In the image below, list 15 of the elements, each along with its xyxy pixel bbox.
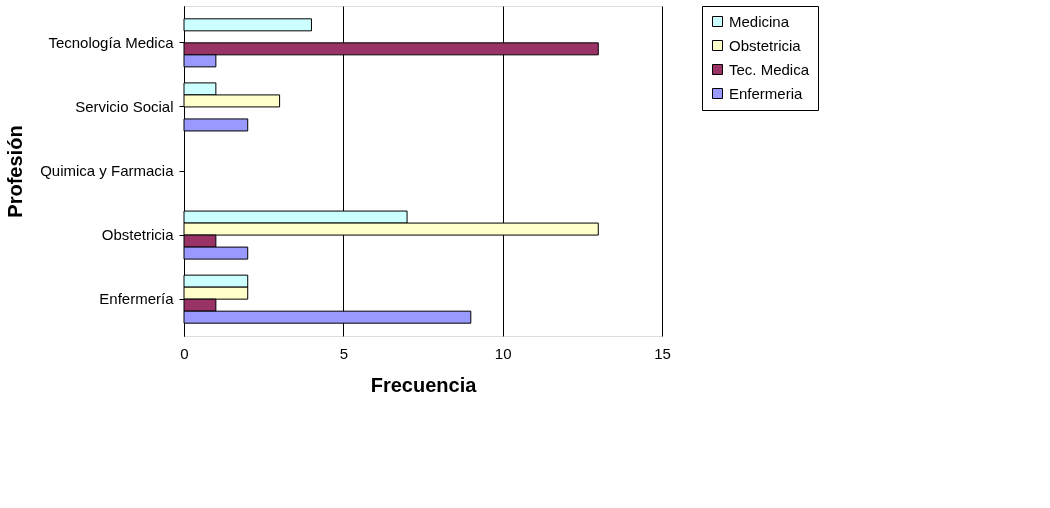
x-tick-label: 5 — [339, 344, 349, 362]
x-tick-label: 0 — [180, 344, 189, 362]
y-axis-title: Profesión — [4, 125, 27, 218]
x-axis-title: Frecuencia — [370, 373, 478, 396]
y-tick-label: Tecnología Medica — [48, 33, 175, 51]
y-tick-label: Enfermería — [99, 290, 175, 308]
legend-label: Medicina — [729, 12, 790, 30]
y-tick-label: Quimica y Farmacia — [40, 162, 175, 179]
legend-label: Enfermeria — [729, 84, 804, 102]
legend-label: Tec. Medica — [729, 60, 810, 78]
legend-label: Obstetricia — [729, 36, 802, 54]
x-tick-label: 15 — [654, 344, 671, 362]
y-tick-label: Obstetricia — [101, 226, 175, 244]
x-tick-label: 10 — [494, 344, 512, 362]
y-tick-label: Servicio Social — [75, 97, 174, 115]
